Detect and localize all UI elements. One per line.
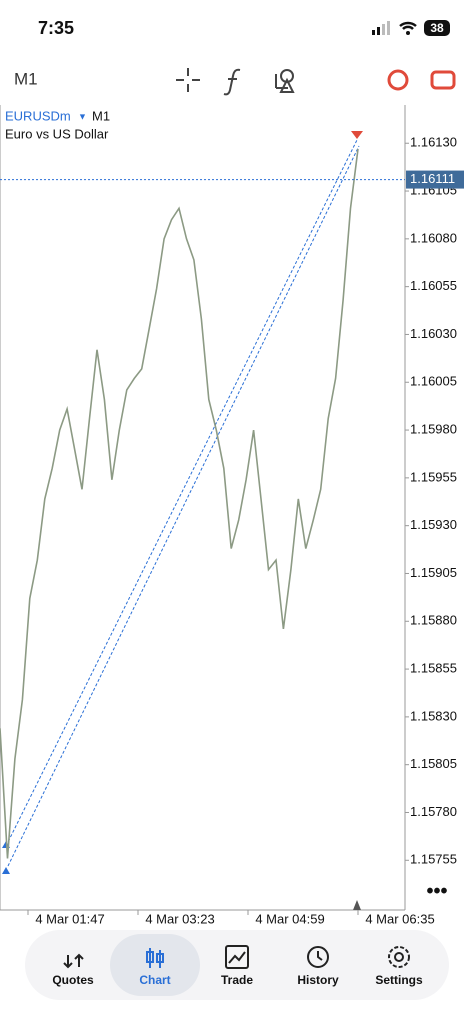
y-tick-label: 1.15905 xyxy=(410,565,457,580)
y-tick-label: 1.15980 xyxy=(410,421,457,436)
chart-timeframe: M1 xyxy=(92,108,110,123)
toolbar-icons[interactable] xyxy=(176,68,456,96)
chart-frame xyxy=(0,105,406,911)
trend-lines xyxy=(5,139,360,867)
y-tick-label: 1.15880 xyxy=(410,613,457,628)
nav-item[interactable]: Trade xyxy=(221,973,253,987)
buy-arrows xyxy=(2,841,10,874)
x-tick-label: 4 Mar 04:59 xyxy=(255,911,324,926)
y-tick-label: 1.15780 xyxy=(410,804,457,819)
symbol-caret: ▼ xyxy=(78,111,87,121)
y-tick-label: 1.16030 xyxy=(410,326,457,341)
symbol-description: Euro vs US Dollar xyxy=(5,126,109,141)
nav-item[interactable]: Quotes xyxy=(52,973,94,987)
nav-active xyxy=(110,934,200,996)
battery: 38 xyxy=(430,21,444,35)
y-tick-label: 1.15805 xyxy=(410,756,457,771)
current-price-label: 1.16111 xyxy=(410,171,455,186)
more-menu[interactable]: ••• xyxy=(426,880,447,902)
y-tick-label: 1.16080 xyxy=(410,230,457,245)
y-tick-label: 1.15930 xyxy=(410,517,457,532)
y-tick-label: 1.15755 xyxy=(410,852,457,867)
y-tick-label: 1.15830 xyxy=(410,708,457,723)
current-price-box xyxy=(406,170,464,189)
nav-item[interactable]: Settings xyxy=(375,973,423,987)
timeframe-button[interactable]: M1 xyxy=(14,69,38,88)
status-icons xyxy=(372,20,450,36)
y-tick-label: 1.16005 xyxy=(410,374,457,389)
x-tick-label: 4 Mar 06:35 xyxy=(365,911,434,926)
x-tick-label: 4 Mar 01:47 xyxy=(35,911,104,926)
y-tick-label: 1.16055 xyxy=(410,278,457,293)
y-tick-label: 1.15855 xyxy=(410,661,457,676)
sell-arrow xyxy=(351,131,363,139)
y-tick-label: 1.16130 xyxy=(410,135,457,150)
status-time: 7:35 xyxy=(38,18,74,38)
symbol: EURUSDm xyxy=(5,108,71,123)
now-marker xyxy=(353,900,361,910)
price-line xyxy=(0,148,359,859)
nav-item[interactable]: Chart xyxy=(139,973,170,987)
x-tick-label: 4 Mar 03:23 xyxy=(145,911,214,926)
y-tick-label: 1.15955 xyxy=(410,469,457,484)
nav-bar xyxy=(25,930,449,1000)
nav-icons xyxy=(63,945,410,969)
nav-item[interactable]: History xyxy=(297,973,339,987)
